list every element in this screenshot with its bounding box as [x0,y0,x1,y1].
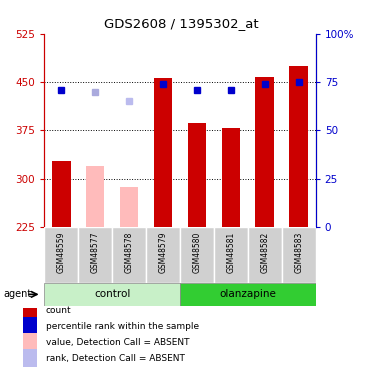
Text: value, Detection Call = ABSENT: value, Detection Call = ABSENT [46,338,189,347]
Bar [52,160,70,227]
Bar [187,123,206,227]
Bar [256,77,274,227]
Bar [23,317,37,335]
Bar [180,283,316,306]
Text: GSM48581: GSM48581 [226,231,235,273]
Text: GSM48582: GSM48582 [260,231,269,273]
Bar [86,166,104,227]
Text: olanzapine: olanzapine [219,290,276,299]
Bar [44,227,78,283]
Bar [23,333,37,351]
Text: GSM48580: GSM48580 [192,231,201,273]
Text: control: control [94,290,130,299]
Bar [290,66,308,227]
Text: GSM48559: GSM48559 [57,231,66,273]
Bar [78,227,112,283]
Text: GDS2608 / 1395302_at: GDS2608 / 1395302_at [104,17,258,30]
Text: rank, Detection Call = ABSENT: rank, Detection Call = ABSENT [46,354,185,363]
Bar [214,227,248,283]
Bar [112,227,146,283]
Text: count: count [46,306,72,315]
Bar [120,187,139,227]
Bar [44,283,180,306]
Bar [146,227,180,283]
Text: percentile rank within the sample: percentile rank within the sample [46,322,199,331]
Bar [221,128,240,227]
Bar [180,227,214,283]
Text: GSM48583: GSM48583 [294,231,303,273]
Bar [154,78,172,227]
Bar [248,227,282,283]
Bar [23,349,37,367]
Text: GSM48579: GSM48579 [159,231,167,273]
Bar [282,227,316,283]
Bar [23,302,37,319]
Text: GSM48577: GSM48577 [90,231,100,273]
Text: GSM48578: GSM48578 [125,231,134,273]
Text: agent: agent [4,290,32,299]
